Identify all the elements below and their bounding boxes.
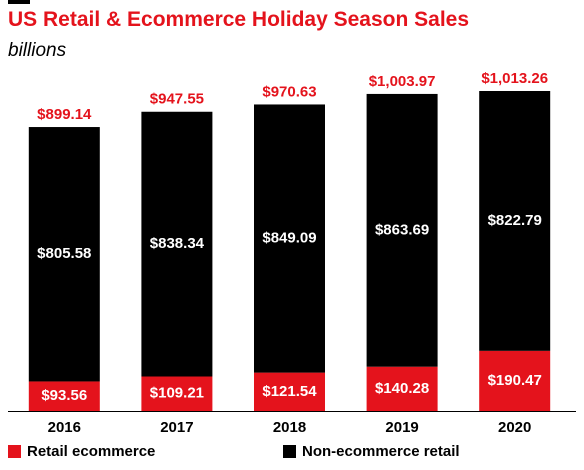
x-tick-label-2016: 2016 (48, 419, 81, 436)
legend-item-ecommerce: Retail ecommerce (8, 443, 155, 460)
data-label-non-ecommerce-2017: $838.34 (150, 235, 205, 252)
legend-label-ecommerce: Retail ecommerce (27, 443, 156, 460)
x-tick-label-2019: 2019 (385, 419, 418, 436)
data-label-non-ecommerce-2019: $863.69 (375, 221, 429, 238)
total-label-2017: $947.55 (150, 91, 204, 108)
data-label-non-ecommerce-2016: $805.58 (37, 245, 91, 262)
top-rule (8, 0, 30, 4)
data-label-non-ecommerce-2020: $822.79 (488, 212, 542, 229)
legend-label-non-ecommerce: Non-ecommerce retail (302, 443, 460, 460)
legend: Retail ecommerce Non-ecommerce retail (0, 443, 584, 465)
data-label-ecommerce-2018: $121.54 (262, 383, 317, 400)
bar-non-ecommerce-2020 (479, 91, 551, 351)
x-tick-label-2018: 2018 (273, 419, 306, 436)
x-tick-label-2020: 2020 (498, 419, 531, 436)
chart-subtitle: billions (8, 40, 67, 61)
bar-ecommerce-2016 (28, 381, 100, 411)
legend-swatch-non-ecommerce (283, 445, 296, 458)
total-label-2020: $1,013.26 (481, 70, 548, 87)
bar-non-ecommerce-2016 (28, 127, 100, 382)
data-label-ecommerce-2017: $109.21 (150, 385, 204, 402)
total-label-2016: $899.14 (37, 106, 92, 123)
bar-non-ecommerce-2017 (141, 111, 213, 377)
data-label-ecommerce-2020: $190.47 (488, 372, 542, 389)
x-tick-label-2017: 2017 (160, 419, 193, 436)
bar-ecommerce-2018 (254, 372, 325, 411)
legend-item-non-ecommerce: Non-ecommerce retail (283, 443, 460, 460)
bar-ecommerce-2020 (479, 350, 551, 411)
data-label-ecommerce-2016: $93.56 (41, 387, 87, 404)
data-label-ecommerce-2019: $140.28 (375, 380, 429, 397)
bar-non-ecommerce-2018 (254, 104, 325, 373)
chart-title: US Retail & Ecommerce Holiday Season Sal… (8, 8, 470, 31)
bar-non-ecommerce-2019 (366, 93, 438, 367)
chart-area: $93.56 $805.58 $899.14 2016 $109.21 $838.34 $9… (8, 70, 576, 436)
total-label-2019: $1,003.97 (369, 73, 436, 90)
bar-ecommerce-2017 (141, 376, 213, 411)
data-label-non-ecommerce-2018: $849.09 (262, 230, 316, 247)
total-label-2018: $970.63 (262, 83, 316, 100)
legend-swatch-ecommerce (8, 445, 21, 458)
bar-ecommerce-2019 (366, 366, 438, 411)
